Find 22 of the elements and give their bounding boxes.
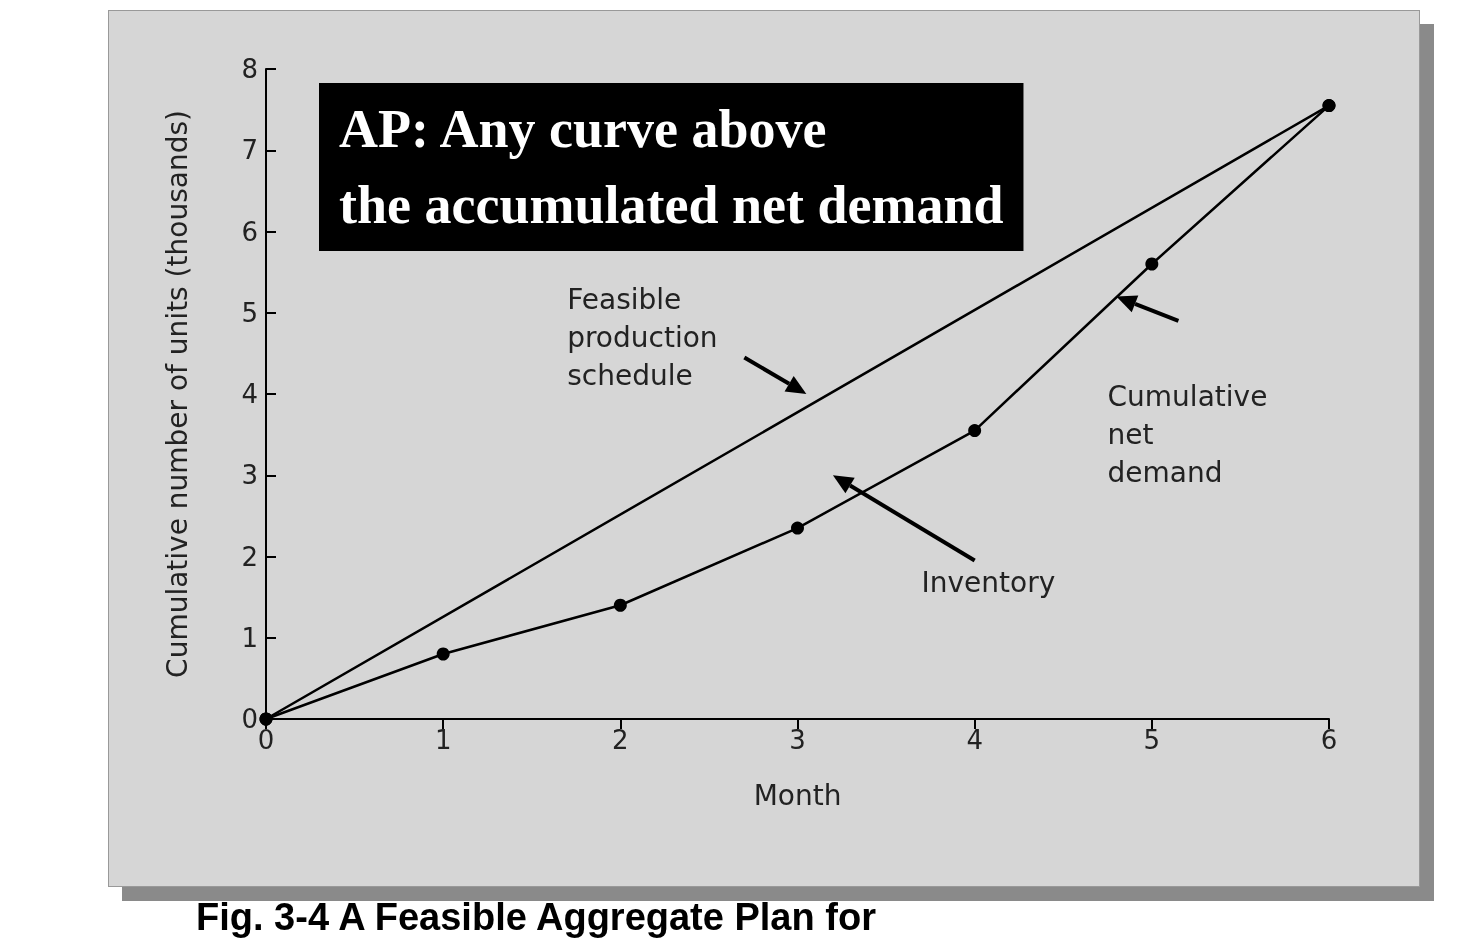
y-tick-label: 1	[241, 622, 258, 653]
y-tick-label: 6	[241, 216, 258, 247]
x-tick-label: 3	[789, 725, 806, 755]
x-axis-title: Month	[753, 778, 842, 812]
text: Feasible production schedule	[567, 282, 718, 392]
y-axis-title: Cumulative number of units (thousands)	[160, 110, 194, 678]
y-tick-label: 8	[241, 54, 258, 84]
y-tick-label: 3	[241, 460, 258, 491]
y-tick-label: 0	[241, 704, 258, 734]
x-tick-label: 6	[1320, 725, 1338, 755]
x-tick-label: 4	[966, 725, 983, 755]
y-tick-label: 2	[241, 541, 258, 572]
series-label: Cumulative net demand	[1107, 380, 1268, 490]
y-tick-label: 7	[241, 135, 258, 166]
y-tick-label: 4	[241, 379, 258, 409]
text: Fig. 3-4 A Feasible Aggregate Plan for	[196, 896, 876, 939]
x-tick-label: 2	[612, 725, 629, 755]
x-tick-label: 1	[434, 725, 452, 755]
x-tick-label: 5	[1143, 725, 1161, 755]
annotation: Inventory	[921, 566, 1056, 600]
y-tick-label: 5	[241, 297, 258, 328]
annotation: AP: Any curve above the accumulated net demand	[339, 99, 1004, 235]
